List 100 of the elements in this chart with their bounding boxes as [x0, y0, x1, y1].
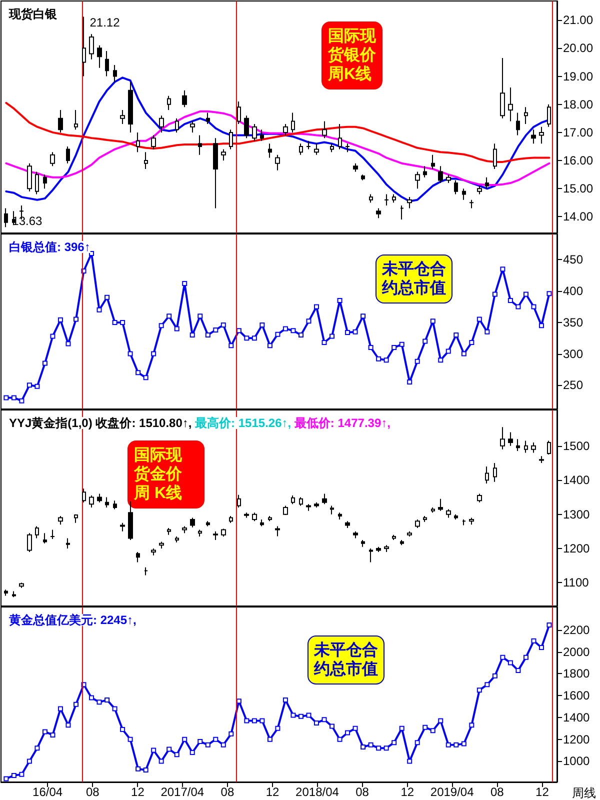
candlestick	[244, 512, 249, 518]
annotation: 国际现货银价周K线	[327, 28, 377, 83]
candlestick	[454, 514, 458, 520]
candlestick	[384, 544, 389, 552]
candlestick	[206, 112, 210, 125]
candlestick	[175, 118, 179, 133]
candlestick	[50, 529, 55, 540]
candlestick	[97, 493, 102, 503]
candlestick	[105, 50, 109, 77]
y-tick-label: 250	[563, 378, 584, 392]
candlestick	[299, 143, 303, 156]
candlestick	[151, 134, 156, 150]
y-tick-label: 16.00	[563, 154, 594, 168]
candlestick	[159, 115, 164, 133]
candlestick	[206, 520, 210, 527]
candlestick	[128, 500, 133, 540]
candlestick	[446, 174, 451, 184]
candlestick	[136, 132, 140, 153]
candlestick	[477, 493, 482, 503]
candlestick	[66, 538, 70, 550]
candlestick	[516, 112, 520, 136]
candlestick	[120, 109, 125, 125]
candlestick	[500, 58, 505, 119]
x-tick-label: 08	[490, 785, 504, 799]
candlestick	[58, 109, 63, 133]
candlestick	[237, 494, 241, 508]
candlestick	[353, 162, 358, 172]
candlestick	[477, 185, 482, 195]
candlestick	[252, 512, 257, 522]
x-tick-label: 12	[536, 785, 550, 799]
candlestick	[237, 101, 241, 125]
candlestick	[213, 138, 218, 209]
y-tick-label: 1200	[563, 542, 590, 556]
x-tick-label: 2018/04	[296, 785, 340, 799]
candlestick	[376, 546, 381, 552]
candlestick	[531, 129, 536, 144]
candlestick	[167, 95, 171, 110]
candlestick	[190, 120, 195, 133]
candlestick	[291, 112, 295, 133]
candlestick	[151, 548, 156, 556]
candlestick	[392, 534, 396, 540]
y-tick-label: 14.00	[563, 210, 594, 224]
y-tick-label: 1000	[563, 754, 590, 768]
x-tick-label: 08	[356, 785, 370, 799]
candlestick	[35, 526, 39, 539]
candlestick	[58, 516, 63, 526]
line-series	[5, 110, 550, 186]
candlestick	[400, 539, 404, 546]
candlestick	[89, 495, 94, 508]
candlestick	[438, 498, 443, 512]
candlestick	[524, 106, 528, 125]
candlestick	[144, 566, 148, 576]
candlestick	[423, 516, 427, 522]
candlestick	[306, 504, 311, 512]
y-tick-label: 1400	[563, 473, 590, 488]
annotation: 未平仓合约总市值	[313, 641, 378, 678]
y-tick-label: 19.00	[563, 69, 594, 84]
y-tick-label: 1500	[563, 438, 590, 453]
candlestick	[43, 174, 47, 190]
candlestick	[190, 517, 195, 528]
candlestick	[314, 502, 319, 508]
candlestick	[198, 529, 202, 538]
candlestick	[260, 129, 264, 142]
candlestick	[167, 528, 171, 536]
candlestick	[136, 551, 140, 563]
candlestick	[229, 129, 233, 150]
candlestick	[12, 210, 16, 226]
x-tick-label: 2019/04	[430, 785, 474, 799]
candlestick	[400, 204, 404, 220]
candlestick	[454, 180, 458, 195]
candlestick	[299, 496, 303, 506]
candlestick	[415, 171, 420, 190]
candlestick	[182, 526, 187, 534]
candlestick	[221, 148, 226, 162]
candlestick	[82, 16, 86, 77]
text: 现货白银	[8, 7, 58, 21]
candlestick	[314, 143, 319, 156]
text: 黄金总值亿美元: 2245↑,	[8, 613, 136, 627]
annotation: 最低价: 1477.39↑,	[291, 416, 390, 430]
candlestick	[66, 146, 70, 164]
candlestick	[462, 188, 466, 200]
candlestick	[376, 208, 381, 219]
candlestick	[306, 140, 311, 150]
candlestick	[144, 152, 148, 170]
candlestick	[74, 514, 78, 524]
y-tick-label: 21.00	[563, 13, 594, 28]
x-axis-title: 周线	[572, 786, 596, 800]
candlestick	[89, 34, 94, 60]
x-tick-label: 08	[220, 785, 234, 799]
candlestick	[500, 426, 505, 450]
candlestick	[345, 143, 350, 153]
annotation: 未平仓合约总市值	[381, 260, 446, 297]
candlestick	[508, 432, 513, 446]
candlestick	[330, 505, 334, 515]
candlestick	[283, 124, 288, 136]
candlestick	[97, 44, 102, 68]
candlestick	[268, 143, 272, 158]
candlestick	[353, 530, 358, 539]
candlestick	[384, 194, 389, 206]
candlestick	[159, 541, 164, 550]
